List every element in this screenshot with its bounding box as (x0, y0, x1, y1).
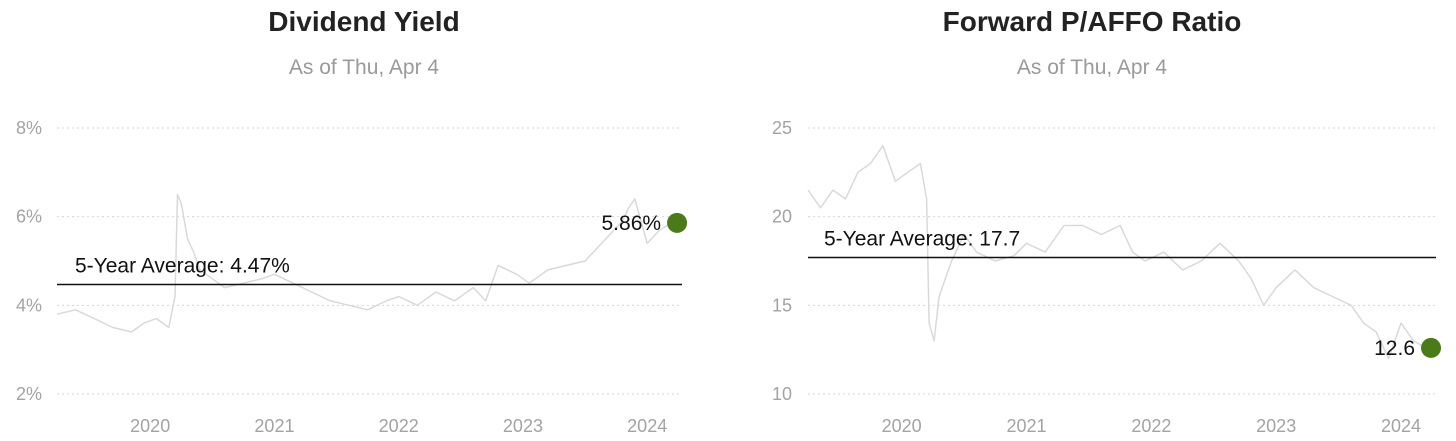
x-tick-label: 2020 (130, 416, 170, 436)
p-affo-panel: Forward P/AFFO Ratio As of Thu, Apr 4 10… (728, 0, 1456, 441)
average-label: 5-Year Average: 4.47% (75, 254, 290, 277)
y-tick-label: 4% (16, 295, 42, 315)
chart-title: Forward P/AFFO Ratio (942, 6, 1242, 37)
current-value-dot (1421, 337, 1442, 358)
current-value-dot (667, 212, 688, 233)
x-tick-label: 2021 (1006, 416, 1046, 436)
y-tick-label: 15 (772, 295, 792, 315)
current-value-label: 5.86% (602, 212, 662, 235)
y-tick-label: 2% (16, 384, 42, 404)
x-tick-label: 2020 (882, 416, 922, 436)
y-tick-label: 8% (16, 118, 42, 138)
y-tick-label: 25 (772, 118, 792, 138)
x-tick-label: 2024 (627, 416, 667, 436)
chart-subtitle: As of Thu, Apr 4 (288, 56, 440, 79)
x-tick-label: 2022 (379, 416, 419, 436)
dividend-yield-chart: 2% 4% 6% 8% 2020 2021 2022 2023 2024 5-Year Avera… (16, 118, 688, 436)
x-tick-label: 2024 (1381, 416, 1421, 436)
y-tick-label: 20 (772, 207, 792, 227)
x-tick-label: 2023 (1256, 416, 1296, 436)
x-tick-label: 2021 (254, 416, 294, 436)
current-value-label: 12.6 (1374, 337, 1415, 360)
series-line (56, 193, 673, 333)
x-tick-label: 2022 (1131, 416, 1171, 436)
chart-title: Dividend Yield (268, 6, 460, 37)
average-label: 5-Year Average: 17.7 (824, 227, 1020, 250)
y-tick-label: 6% (16, 207, 42, 227)
chart-subtitle: As of Thu, Apr 4 (1016, 56, 1168, 79)
series-line (807, 144, 1427, 360)
y-tick-label: 10 (772, 384, 792, 404)
p-affo-chart: 10 15 20 25 2020 2021 2022 2023 2024 5-Year Avera… (772, 118, 1442, 436)
dividend-yield-panel: Dividend Yield As of Thu, Apr 4 2% 4% 6% 8%… (16, 6, 688, 436)
x-tick-label: 2023 (503, 416, 543, 436)
